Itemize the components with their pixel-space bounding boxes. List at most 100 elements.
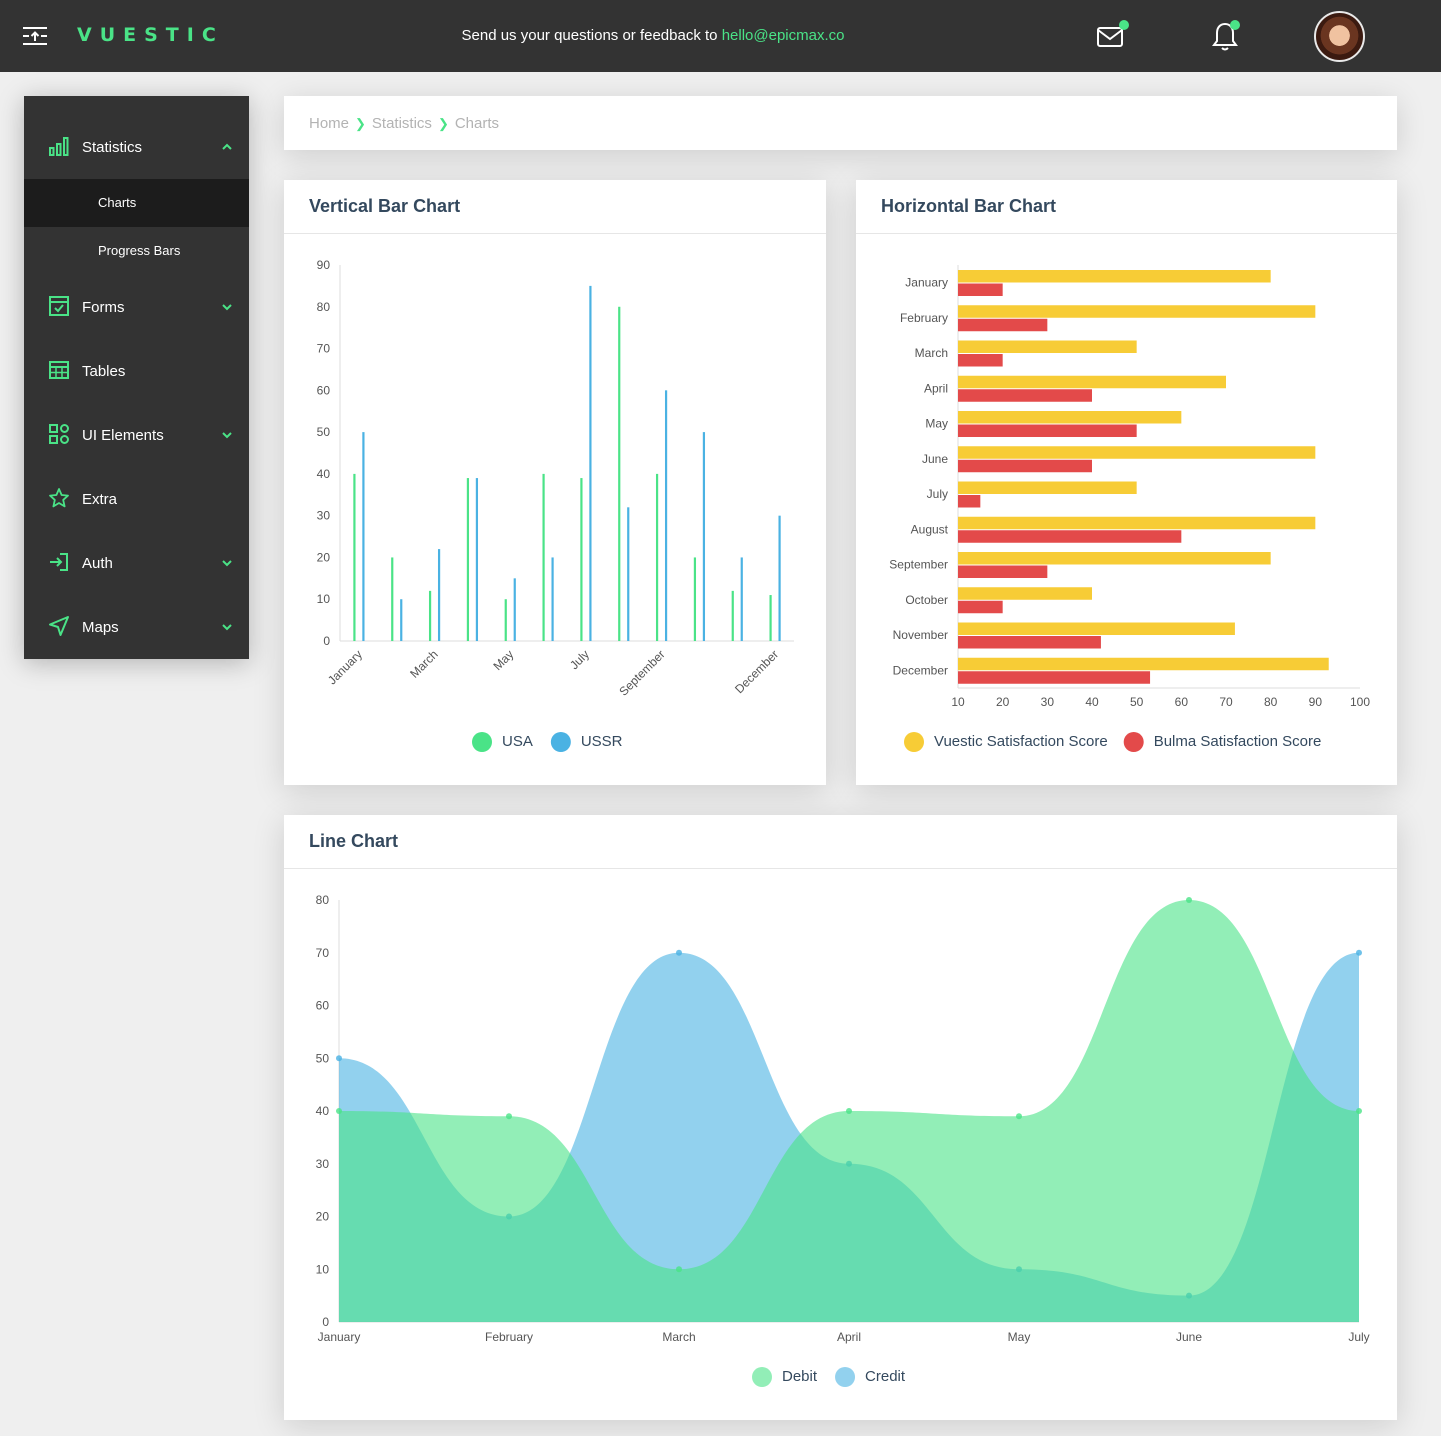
bar-ussr [551,557,554,641]
y-tick-label: April [924,381,948,395]
legend-swatch [835,1367,856,1387]
y-tick-label: 80 [317,300,331,314]
sidebar-item-ui-elements[interactable]: UI Elements [24,411,249,459]
point-debit [336,1108,342,1114]
y-tick-label: 40 [317,467,331,481]
x-tick-label: July [567,647,592,672]
sidebar-item-statistics[interactable]: Statistics [24,123,249,171]
messages-button[interactable] [1096,20,1129,52]
y-tick-label: 70 [317,342,331,356]
sidebar-item-charts[interactable]: Charts [24,179,249,227]
bar-usa [731,590,734,641]
chevron-up-icon [222,143,232,150]
login-icon [50,553,68,571]
bar-ussr [513,578,516,641]
bar-vuestic [958,481,1137,494]
envelope-icon [1097,27,1123,47]
y-tick-label: 80 [316,893,330,907]
legend-swatch [472,732,492,752]
legend-swatch [752,1367,772,1387]
y-tick-label: 20 [317,550,331,564]
bar-ussr [437,549,441,641]
bar-bulma [958,283,1003,296]
sidebar-item-label: Auth [82,554,113,572]
bar-bulma [958,424,1137,437]
sidebar-item-forms[interactable]: Forms [24,283,249,331]
point-debit [506,1113,512,1120]
chevron-down-icon [222,432,232,439]
point-debit [1356,1108,1362,1114]
horizontal-bar-chart: 10 20 30 40 50 60 70 80 90 100 January February Marc… [889,265,1370,752]
x-tick-label: July [1348,1330,1369,1344]
x-tick-label: May [1008,1330,1031,1344]
y-tick-label: May [925,417,948,431]
y-tick-label: 60 [316,999,330,1013]
messages-indicator [1119,20,1129,30]
y-tick-label: December [893,663,948,677]
sidebar-item-maps[interactable]: Maps [24,603,249,651]
chevron-right-icon: ❯ [437,115,449,131]
sidebar-item-label: Charts [98,195,137,210]
x-tick-label: January [318,1330,361,1344]
bar-vuestic [958,657,1329,671]
y-tick-label: 0 [323,634,330,648]
y-tick-label: 30 [316,1157,330,1171]
y-tick-label: February [900,311,948,325]
breadcrumb-home[interactable]: Home [309,115,350,132]
y-tick-label: 90 [317,258,331,272]
grid-icon [49,424,69,444]
sidebar-item-tables[interactable]: Tables [24,347,249,395]
bar-ussr [664,390,668,641]
y-tick-label: 60 [317,383,331,397]
x-tick-label: 40 [1085,695,1099,709]
x-tick-label: 80 [1264,695,1278,709]
bar-vuestic [958,516,1316,530]
sidebar-item-auth[interactable]: Auth [24,539,249,587]
vertical-bar-chart-card: Vertical Bar Chart 0 10 20 30 40 50 60 70 80 90 Ja… [284,180,826,785]
bar-bulma [958,565,1048,578]
sidebar-item-extra[interactable]: Extra [24,475,249,523]
sidebar-item-label: Maps [82,618,119,636]
y-tick-label: 20 [316,1210,330,1224]
bar-vuestic [958,587,1092,600]
y-tick-label: November [893,628,948,642]
map-pointer-icon [49,616,69,636]
bar-ussr [740,557,743,641]
point-debit [1186,897,1192,903]
y-tick-label: July [927,487,948,501]
x-tick-label: 60 [1175,695,1189,709]
sidebar: Statistics Charts Progress Bars Forms Ta… [24,96,249,659]
y-tick-label: September [889,558,948,572]
sidebar-item-progress-bars[interactable]: Progress Bars [24,227,249,275]
legend-label: Debit [782,1368,818,1385]
card-divider [284,868,1397,869]
bar-usa [580,478,583,641]
y-tick-label: 0 [322,1315,329,1329]
point-credit [1356,949,1362,956]
breadcrumb-statistics[interactable]: Statistics [371,115,432,132]
bar-bulma [958,318,1048,332]
x-tick-label: January [325,647,365,687]
legend-label: USSR [581,733,623,750]
notifications-button[interactable] [1212,20,1242,52]
x-tick-label: 20 [996,695,1010,709]
bar-bulma [958,636,1101,649]
x-tick-label: March [407,647,440,680]
chevron-right-icon: ❯ [355,115,366,131]
vuestic-logo[interactable]: VUESTIC [77,24,224,46]
bar-bulma [958,389,1092,402]
x-tick-label: May [490,647,516,673]
star-icon [49,488,69,508]
bar-vuestic [958,446,1316,459]
user-avatar[interactable] [1314,11,1365,62]
card-divider [284,233,826,234]
point-debit [1016,1113,1022,1120]
menu-toggle-icon[interactable] [22,24,48,48]
legend-label: Bulma Satisfaction Score [1154,733,1322,750]
breadcrumb-charts[interactable]: Charts [454,115,500,132]
card-title: Horizontal Bar Chart [881,196,1057,216]
horizontal-bar-chart-card: Horizontal Bar Chart 10 20 30 40 50 60 70 80 90 1… [856,180,1397,785]
feedback-email-link[interactable]: hello@epicmax.co [721,27,845,44]
bar-usa [391,557,394,641]
legend-swatch [904,732,924,752]
